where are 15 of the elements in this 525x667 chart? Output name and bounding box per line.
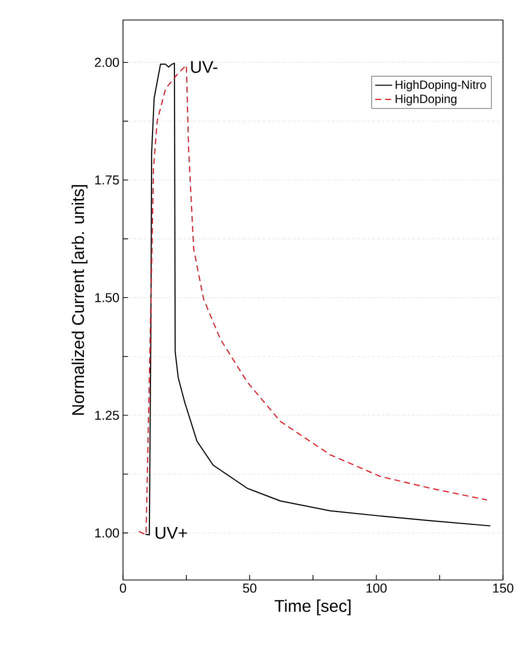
x-tick-label: 0 — [120, 584, 126, 593]
annotation: UV+ — [156, 527, 187, 539]
legend-label: HighDoping — [396, 94, 456, 106]
y-tick-label: 1.50 — [95, 293, 119, 302]
x-tick-label: 100 — [366, 584, 387, 593]
y-axis-title: Normalized Current [arb. units] — [72, 185, 88, 415]
x-tick-label: 150 — [493, 584, 514, 593]
x-axis-title: Time [sec] — [274, 600, 351, 616]
y-tick-label: 1.25 — [95, 410, 119, 420]
annotation: UV- — [191, 61, 218, 73]
y-tick-label: 1.00 — [95, 528, 119, 538]
y-tick-label: 2.00 — [94, 58, 119, 67]
x-tick-label: 50 — [242, 584, 256, 593]
y-tick-label: 1.75 — [95, 175, 119, 185]
legend-label: HighDoping-Nitro — [396, 80, 486, 92]
